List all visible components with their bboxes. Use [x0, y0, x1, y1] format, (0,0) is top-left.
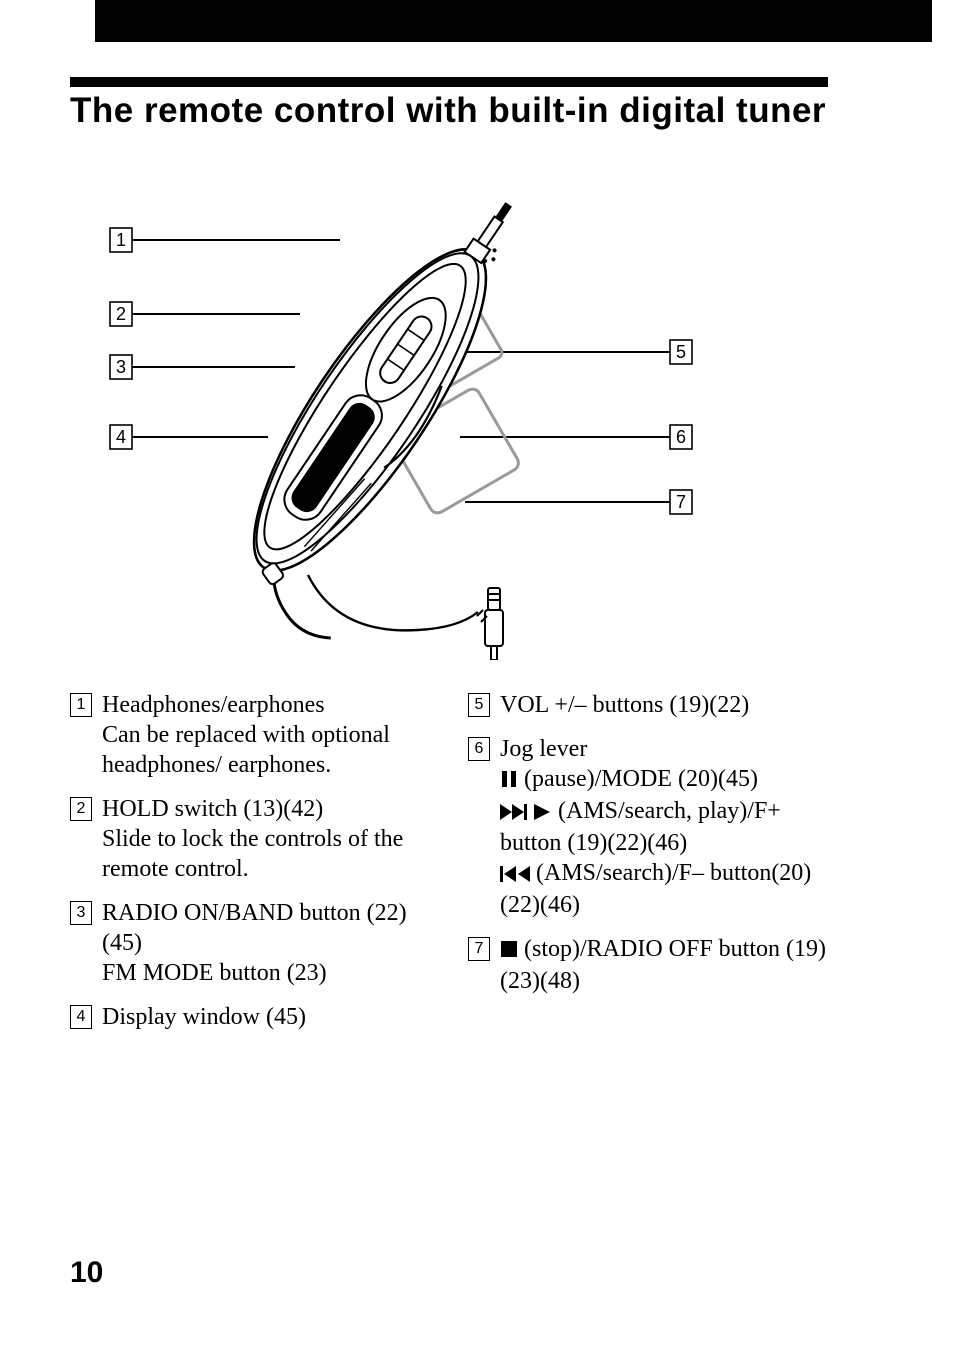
legend-num-box: 1: [70, 693, 92, 717]
callout-6: 6: [676, 427, 686, 447]
section-rule: [70, 77, 828, 87]
stop-icon: [500, 936, 518, 966]
legend-text: Headphones/earphones: [102, 692, 325, 718]
header-bar: [95, 0, 932, 42]
legend-col-right: 5 VOL +/– buttons (19)(22) 6 Jog lever (…: [468, 690, 838, 1046]
callout-3: 3: [116, 357, 126, 377]
callout-4: 4: [116, 427, 126, 447]
callout-2: 2: [116, 304, 126, 324]
legend-text: (AMS/search)/F– button(20)(22)(46): [500, 860, 811, 918]
legend-text: VOL +/– buttons (19)(22): [500, 692, 749, 718]
next-play-icon: [500, 798, 552, 828]
legend-item: 5 VOL +/– buttons (19)(22): [468, 690, 838, 720]
page-number: 10: [70, 1256, 103, 1290]
legend-item: 4 Display window (45): [70, 1002, 440, 1032]
legend-item: 1 Headphones/earphones Can be replaced w…: [70, 690, 440, 780]
callout-5: 5: [676, 342, 686, 362]
legend-text: Jog lever: [500, 736, 587, 762]
prev-icon: [500, 860, 530, 890]
legend-text: (pause)/MODE (20)(45): [518, 766, 758, 792]
legend-text: Can be replaced with optional headphones…: [102, 722, 390, 778]
callout-1: 1: [116, 230, 126, 250]
legend-num-box: 2: [70, 797, 92, 821]
legend-col-left: 1 Headphones/earphones Can be replaced w…: [70, 690, 440, 1046]
pause-icon: [500, 766, 518, 796]
remote-diagram: 1 2 3 4 5 6 7: [70, 180, 828, 660]
legend-text: FM MODE button (23): [102, 960, 327, 986]
legend-text: RADIO ON/BAND button (22)(45): [102, 900, 407, 956]
legend-item: 7 (stop)/RADIO OFF button (19)(23)(48): [468, 934, 838, 996]
legend-text: Display window (45): [102, 1004, 306, 1030]
legend-item: 2 HOLD switch (13)(42) Slide to lock the…: [70, 794, 440, 884]
legend-item: 6 Jog lever (pause)/MODE (20)(45) (AMS/s…: [468, 734, 838, 920]
legend-text: Slide to lock the controls of the remote…: [102, 826, 403, 882]
legend-num-box: 7: [468, 937, 490, 961]
legend-num-box: 5: [468, 693, 490, 717]
legend-text: HOLD switch (13)(42): [102, 796, 323, 822]
legend-num-box: 6: [468, 737, 490, 761]
callout-legend: 1 Headphones/earphones Can be replaced w…: [70, 690, 850, 1046]
legend-item: 3 RADIO ON/BAND button (22)(45) FM MODE …: [70, 898, 440, 988]
legend-num-box: 4: [70, 1005, 92, 1029]
legend-text: (stop)/RADIO OFF button (19)(23)(48): [500, 936, 826, 994]
legend-num-box: 3: [70, 901, 92, 925]
callout-7: 7: [676, 492, 686, 512]
page-title: The remote control with built-in digital…: [70, 92, 828, 131]
